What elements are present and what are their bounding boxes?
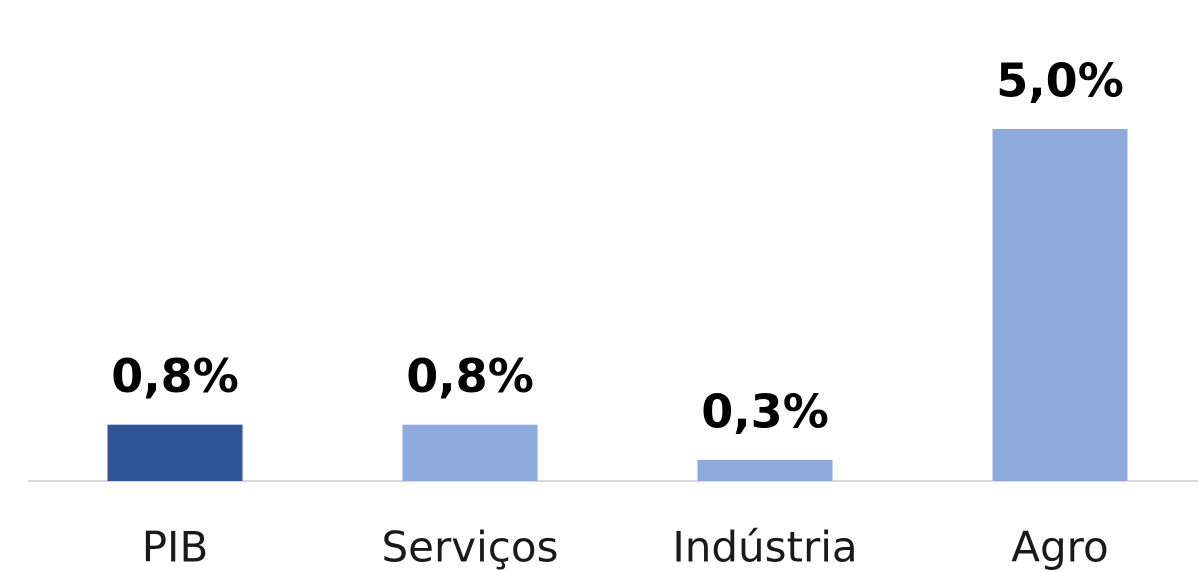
- bar: [402, 424, 538, 481]
- bar: [992, 129, 1128, 481]
- x-tick-label: Serviços: [382, 523, 559, 572]
- data-label: 5,0%: [996, 54, 1124, 108]
- data-label: 0,8%: [406, 349, 534, 403]
- x-tick-label: Indústria: [672, 523, 857, 572]
- bar: [697, 459, 833, 481]
- data-label: 0,3%: [701, 384, 829, 438]
- x-tick-label: Agro: [1011, 523, 1108, 572]
- x-tick-label: PIB: [142, 523, 209, 572]
- data-label: 0,8%: [111, 349, 239, 403]
- bar: [107, 424, 243, 481]
